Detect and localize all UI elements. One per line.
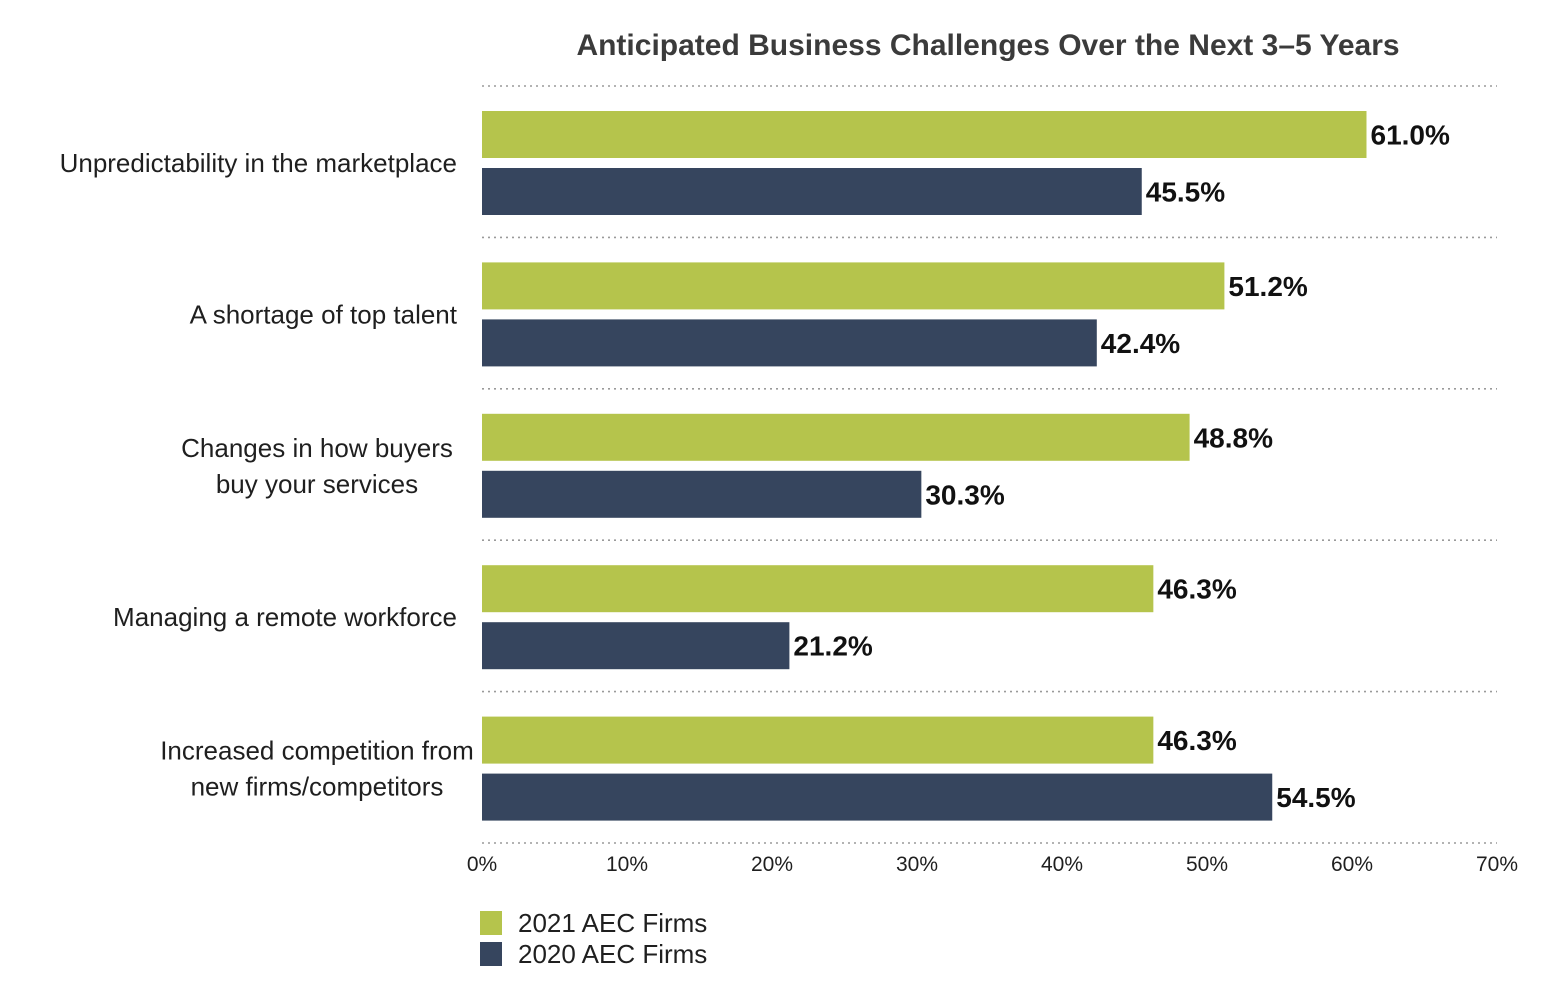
data-label: 45.5% bbox=[1146, 177, 1225, 208]
bars bbox=[482, 111, 1367, 821]
legend-swatch bbox=[480, 911, 502, 935]
category-label: A shortage of top talent bbox=[190, 299, 458, 329]
data-label: 48.8% bbox=[1194, 422, 1273, 453]
tick-label: 20% bbox=[751, 853, 793, 876]
value-labels: 61.0% 45.5% 51.2% 42.4% 48.8% 30.3% 46.3% 21.2%… bbox=[793, 120, 1450, 814]
category-labels: Unpredictability in the marketplace A sho… bbox=[60, 148, 474, 802]
bar bbox=[482, 716, 1154, 764]
bar bbox=[482, 470, 922, 518]
tick-label: 50% bbox=[1186, 853, 1228, 876]
tick-label: 60% bbox=[1331, 853, 1373, 876]
bar bbox=[482, 319, 1097, 367]
category-label: Unpredictability in the marketplace bbox=[60, 148, 457, 178]
category-label: Increased competition from new firms/comp… bbox=[160, 736, 474, 802]
bar bbox=[482, 111, 1367, 158]
legend-label: 2020 AEC Firms bbox=[518, 939, 707, 969]
bar bbox=[482, 262, 1225, 310]
category-label: Changes in how buyers buy your services bbox=[181, 433, 453, 499]
bar bbox=[482, 565, 1154, 613]
legend-swatch bbox=[480, 942, 502, 966]
bar bbox=[482, 168, 1142, 215]
data-label: 42.4% bbox=[1101, 328, 1180, 359]
separator-lines bbox=[482, 85, 1497, 844]
data-label: 21.2% bbox=[793, 631, 872, 662]
tick-label: 30% bbox=[896, 853, 938, 876]
data-label: 51.2% bbox=[1228, 271, 1307, 302]
x-axis-ticks: 0% 10% 20% 30% 40% 50% 60% 70% bbox=[467, 853, 1518, 876]
tick-label: 10% bbox=[606, 853, 648, 876]
legend-label: 2021 AEC Firms bbox=[518, 908, 707, 938]
tick-label: 0% bbox=[467, 853, 497, 876]
data-label: 61.0% bbox=[1371, 120, 1450, 151]
data-label: 30.3% bbox=[925, 479, 1004, 510]
data-label: 46.3% bbox=[1157, 574, 1236, 605]
tick-label: 40% bbox=[1041, 853, 1083, 876]
bar bbox=[482, 413, 1190, 461]
data-label: 54.5% bbox=[1276, 782, 1355, 813]
bar bbox=[482, 622, 790, 670]
chart-title: Anticipated Business Challenges Over the… bbox=[576, 29, 1399, 62]
tick-label: 70% bbox=[1476, 853, 1518, 876]
category-label: Managing a remote workforce bbox=[113, 602, 457, 632]
bar bbox=[482, 773, 1273, 821]
data-label: 46.3% bbox=[1157, 725, 1236, 756]
